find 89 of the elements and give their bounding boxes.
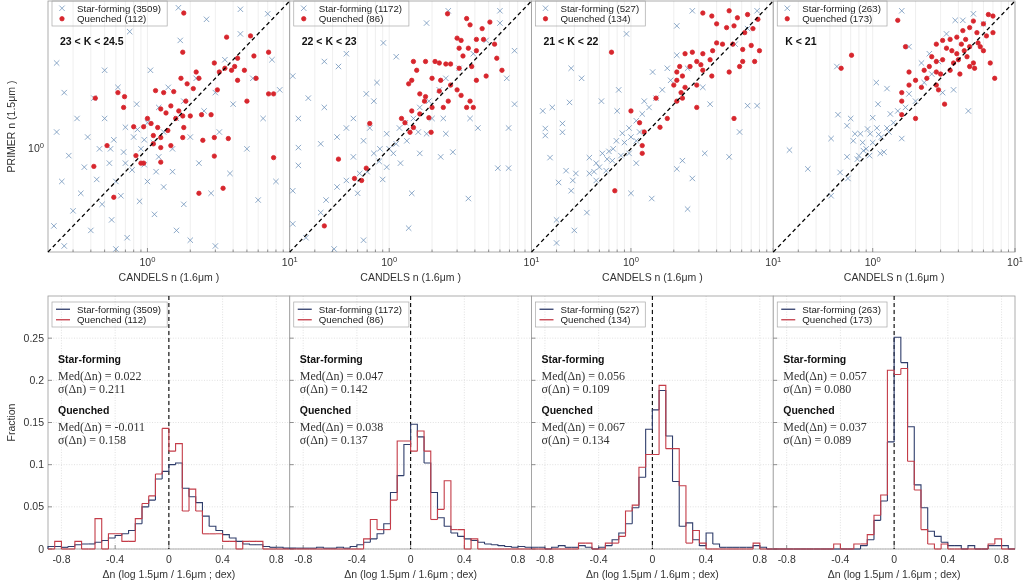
legend-label: Star-forming (3509) <box>77 303 161 315</box>
annotation: Star-forming <box>783 353 847 365</box>
legend-label: Quenched (86) <box>318 314 384 326</box>
x-tick-label: -0.4 <box>106 553 125 565</box>
x-tick-label: 10$^{0}$ <box>381 254 398 268</box>
annotation: Med(Δn) = 0.067 <box>541 420 625 434</box>
x-tick-label: 0.8 <box>510 553 526 565</box>
legend-label: Quenched (112) <box>77 13 147 25</box>
annotation: Med(Δn) = 0.022 <box>58 369 142 383</box>
x-tick-label: 0 <box>891 553 898 565</box>
x-tick-label: -0.8 <box>52 553 71 565</box>
x-tick-label: -0.4 <box>589 553 608 565</box>
x-tick-label: 10$^{1}$ <box>765 254 782 268</box>
annotation: Quenched <box>58 404 110 416</box>
x-tick-label: 10$^{0}$ <box>623 254 639 268</box>
x-tick-label: 0.4 <box>940 553 956 565</box>
x-tick-label: 0.4 <box>215 553 231 565</box>
annotation: Med(Δn) = 0.047 <box>299 369 384 383</box>
annotation: Quenched <box>299 404 352 416</box>
x-tick-label: 0.8 <box>994 553 1010 565</box>
text: 10$^{0}$ <box>28 140 44 155</box>
x-tick-label: 0.8 <box>752 553 768 565</box>
annotation: Quenched <box>783 404 835 416</box>
x-tick-label: 0 <box>407 553 414 565</box>
annotation: σ(Δn) = 0.089 <box>783 433 852 447</box>
legend-label: Star-forming (3509) <box>77 2 161 14</box>
legend-label: Quenched (134) <box>560 314 631 326</box>
x-axis-title: CANDELS n (1.6μm ) <box>843 271 945 283</box>
annotation: 22 < K < 23 <box>301 35 357 47</box>
annotation: Med(Δn) = 0.037 <box>783 420 867 434</box>
legend-label: Star-forming (527) <box>560 303 640 315</box>
x-tick-label: 0 <box>165 553 172 565</box>
x-tick-label: 0 <box>649 553 656 565</box>
x-axis-title: CANDELS n (1.6μm ) <box>360 271 461 283</box>
legend-label: Quenched (86) <box>318 13 384 25</box>
annotation: 21 < K < 22 <box>543 35 599 47</box>
x-axis-title: CANDELS n (1.6μm ) <box>118 271 220 283</box>
x-tick-label: -0.8 <box>777 553 796 565</box>
legend-label: Quenched (112) <box>77 314 147 326</box>
legend-label: Quenched (173) <box>802 314 873 326</box>
annotation: σ(Δn) = 0.158 <box>58 433 126 447</box>
annotation: Med(Δn) = 0.056 <box>541 369 625 383</box>
annotation: Star-forming <box>58 353 121 365</box>
annotation: Quenched <box>541 404 593 416</box>
legend-label: Star-forming (1172) <box>318 303 403 315</box>
legend-label: Star-forming (263) <box>802 303 881 315</box>
x-tick-label: -0.8 <box>535 553 555 565</box>
legend-label: Quenched (134) <box>560 13 631 25</box>
annotation: σ(Δn) = 0.109 <box>541 382 610 396</box>
y-axis-title: Fraction <box>5 403 17 442</box>
x-tick-label: 10$^{0}$ <box>139 254 156 268</box>
annotation: σ(Δn) = 0.080 <box>783 382 852 396</box>
annotation: σ(Δn) = 0.137 <box>299 433 368 447</box>
x-tick-label: -0.8 <box>294 553 313 565</box>
y-tick-label: 0 <box>38 542 45 555</box>
annotation: 23 < K < 24.5 <box>60 35 124 47</box>
x-tick-label: 0.4 <box>698 553 714 565</box>
x-tick-label: -0.4 <box>831 553 850 565</box>
x-tick-label: 10$^{1}$ <box>523 254 540 268</box>
x-axis-title: Δn (log 1.5μm / 1.6μm ; dex) <box>344 568 478 580</box>
legend-label: Quenched (173) <box>802 13 873 25</box>
annotation: σ(Δn) = 0.211 <box>58 382 126 396</box>
annotation: Med(Δn) = 0.038 <box>299 420 384 434</box>
x-tick-label: 10$^{1}$ <box>1007 254 1023 268</box>
annotation: K < 21 <box>785 35 817 47</box>
y-tick-label: 0.15 <box>23 416 45 429</box>
x-tick-label: -0.4 <box>347 553 367 565</box>
y-tick-label: 0.2 <box>29 373 45 386</box>
legend-label: Star-forming (527) <box>560 2 640 14</box>
x-axis-title: Δn (log 1.5μm / 1.6μm ; dex) <box>585 568 719 580</box>
x-tick-label: 10$^{0}$ <box>864 254 881 268</box>
y-axis-title: PRIMER n (1.5μm ) <box>5 80 17 173</box>
annotation: Med(Δn) = -0.011 <box>58 420 146 434</box>
annotation: Star-forming <box>299 353 363 365</box>
annotation: σ(Δn) = 0.142 <box>299 382 368 396</box>
legend-label: Star-forming (1172) <box>318 2 403 14</box>
x-axis-title: Δn (log 1.5μm / 1.6μm ; dex) <box>102 568 236 580</box>
y-tick-label: 0.05 <box>23 500 45 513</box>
y-tick-label: 0.1 <box>29 458 45 471</box>
y-tick-label: 0.25 <box>23 331 45 344</box>
x-axis-title: CANDELS n (1.6μm ) <box>602 271 703 283</box>
x-tick-label: 0.4 <box>457 553 472 565</box>
legend-label: Star-forming (263) <box>802 2 881 14</box>
annotation: Star-forming <box>541 353 605 365</box>
x-tick-label: 10$^{1}$ <box>281 254 298 268</box>
x-tick-label: 0.8 <box>269 553 284 565</box>
annotation: σ(Δn) = 0.134 <box>541 433 610 447</box>
x-axis-title: Δn (log 1.5μm / 1.6μm ; dex) <box>827 568 961 580</box>
annotation: Med(Δn) = 0.057 <box>783 369 867 383</box>
